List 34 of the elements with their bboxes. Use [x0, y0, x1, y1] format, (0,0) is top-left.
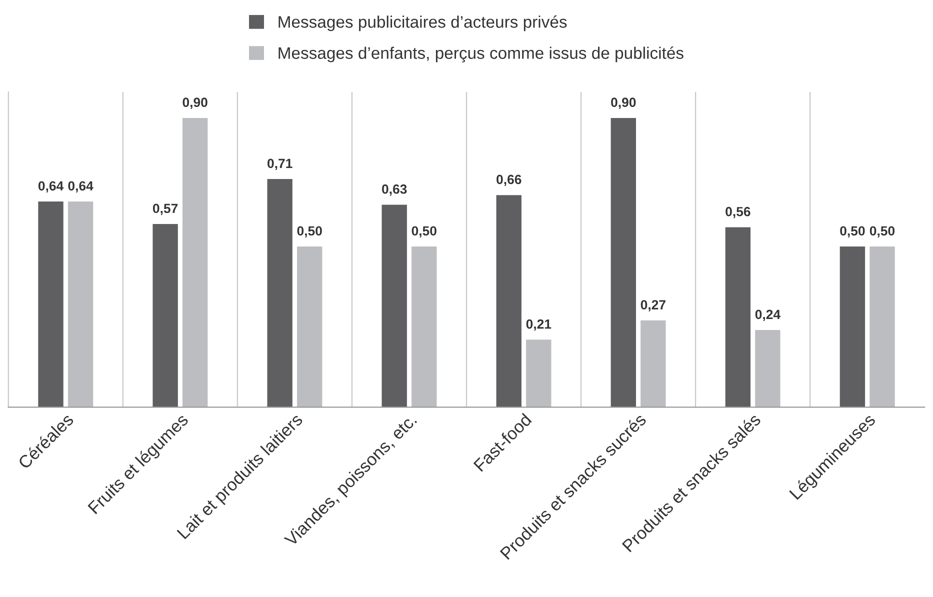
bar	[870, 246, 895, 408]
data-label: 0,57	[152, 204, 178, 215]
data-label: 0,90	[182, 98, 208, 109]
bar	[755, 330, 780, 408]
bar	[725, 227, 751, 408]
data-label: 0,56	[726, 206, 750, 218]
data-label: 0,24	[755, 310, 780, 322]
data-label: 0,27	[640, 300, 666, 312]
bar	[840, 246, 866, 408]
data-label: 0,71	[268, 158, 292, 170]
bar	[38, 202, 64, 408]
bar	[382, 204, 407, 408]
data-label: 0,50	[412, 226, 436, 238]
bar	[412, 246, 437, 408]
bar	[68, 202, 94, 408]
data-label: 0,21	[526, 319, 552, 331]
legend-label: Messages d’enfants, perçus comme issus de publicités	[278, 46, 684, 62]
bar	[267, 179, 292, 408]
legend-label: Messages publicitaires d’acteurs privés	[278, 15, 567, 32]
data-label: 0,50	[840, 226, 865, 238]
bar	[496, 195, 522, 408]
data-label: 0,64	[38, 181, 64, 192]
data-label: 0,64	[68, 181, 94, 192]
data-label: 0,50	[297, 226, 322, 238]
data-label: 0,63	[382, 184, 407, 196]
bar	[182, 118, 208, 408]
bar	[610, 118, 636, 408]
bar	[297, 246, 322, 408]
bar	[640, 320, 666, 408]
bar	[152, 224, 178, 408]
data-label: 0,90	[611, 98, 636, 109]
data-label: 0,50	[870, 226, 895, 238]
data-label: 0,66	[496, 174, 522, 186]
bar	[526, 340, 552, 408]
